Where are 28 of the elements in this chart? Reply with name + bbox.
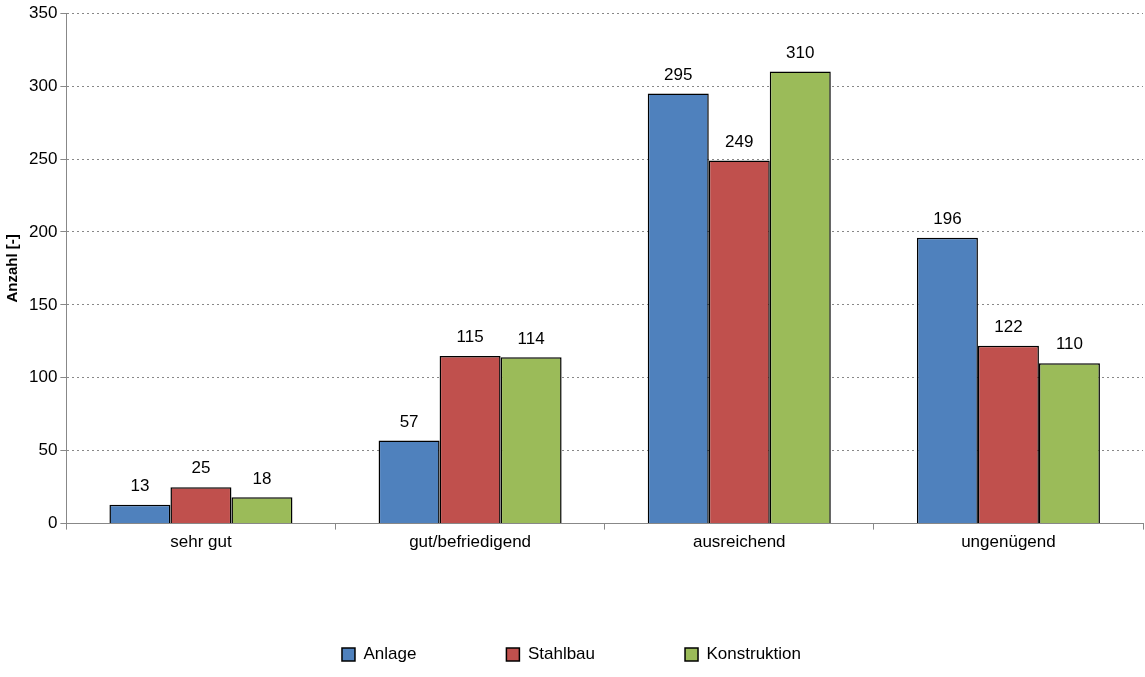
data-label: 18: [252, 468, 272, 488]
y-tick-label: 100: [28, 367, 58, 387]
legend-label: Konstruktion: [706, 644, 802, 664]
data-label: 114: [517, 328, 545, 348]
data-label: 115: [456, 327, 484, 347]
y-tick-label: 350: [28, 2, 58, 22]
data-label: 310: [786, 42, 815, 62]
x-tick-label: ungenügend: [961, 532, 1056, 552]
data-label: 110: [1055, 334, 1083, 354]
x-tick-label: gut/befriedigend: [409, 532, 532, 552]
data-label: 25: [191, 458, 211, 478]
y-tick-label: 50: [38, 440, 58, 460]
y-tick-label: 250: [28, 148, 58, 168]
y-tick-label: 0: [47, 513, 58, 533]
data-label: 122: [994, 316, 1023, 336]
data-label: 196: [933, 208, 962, 228]
y-tick-label: 200: [28, 221, 58, 241]
data-label: 57: [399, 411, 419, 431]
data-label: 295: [664, 64, 693, 84]
y-tick-label: 150: [28, 294, 58, 314]
y-tick-label: 300: [28, 75, 58, 95]
legend-label: Anlage: [363, 644, 417, 664]
y-axis-title: Anzahl [-]: [3, 234, 21, 303]
legend-label: Stahlbau: [527, 644, 596, 664]
data-label: 13: [130, 475, 150, 495]
x-tick-label: sehr gut: [170, 532, 232, 552]
x-tick-label: ausreichend: [692, 532, 786, 552]
data-label: 249: [725, 131, 754, 151]
